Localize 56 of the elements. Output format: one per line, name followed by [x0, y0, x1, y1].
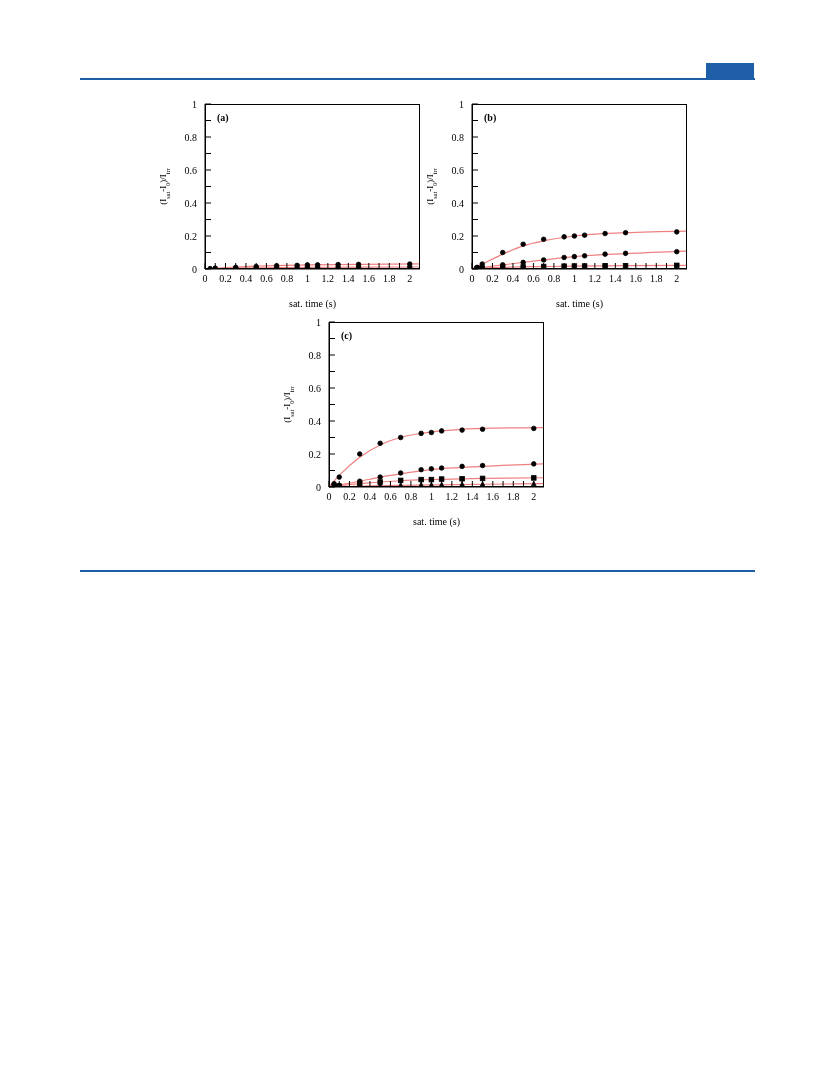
y-tick-label: 0.8: [451, 131, 464, 143]
y-tick-label: 0.6: [451, 164, 464, 176]
x-tick-label: 2: [674, 273, 680, 285]
x-tick-label: 1.8: [383, 273, 396, 285]
x-tick-label: 0.2: [219, 273, 232, 285]
x-axis-title: sat. time (s): [556, 298, 603, 310]
x-tick-label: 0.8: [404, 491, 418, 503]
x-tick-label: 0.4: [506, 273, 520, 285]
x-tick-label: 1.6: [486, 491, 500, 503]
y-tick-label: 1: [459, 98, 464, 110]
y-tick-label: 0.6: [184, 164, 197, 176]
y-tick-label: 1: [316, 316, 321, 328]
x-tick-label: 0: [326, 491, 332, 503]
y-tick-label: 0.4: [451, 197, 464, 209]
y-tick-label: 0.6: [308, 382, 321, 394]
y-tick-label: 0.4: [308, 415, 321, 427]
x-tick-label: 0.2: [486, 273, 499, 285]
y-tick-label: 0: [316, 481, 321, 493]
x-tick-label: 0: [202, 273, 208, 285]
x-tick-label: 0.4: [239, 273, 253, 285]
y-tick-label: 0.8: [308, 349, 321, 361]
y-tick-label: 0.2: [184, 230, 197, 242]
x-tick-label: 1.2: [588, 273, 602, 285]
x-tick-label: 1: [428, 491, 434, 503]
x-tick-label: 1.2: [445, 491, 459, 503]
text: (c): [341, 330, 353, 341]
x-tick-label: 0.6: [384, 491, 397, 503]
x-tick-label: 0: [469, 273, 475, 285]
x-tick-label: 1.4: [609, 273, 622, 285]
y-tick-label: 0.2: [308, 448, 321, 460]
x-tick-label: 2: [407, 273, 413, 285]
x-tick-label: 1.8: [507, 491, 520, 503]
y-tick-label: 1: [192, 98, 197, 110]
x-tick-label: 1.6: [629, 273, 643, 285]
x-tick-label: 0.6: [260, 273, 273, 285]
text: (a): [217, 112, 229, 123]
x-tick-label: 0.4: [363, 491, 377, 503]
y-tick-label: 0.2: [451, 230, 464, 242]
text: (b): [484, 112, 497, 123]
x-tick-label: 1.6: [362, 273, 376, 285]
x-tick-label: 1.8: [650, 273, 663, 285]
x-tick-label: 0.8: [280, 273, 294, 285]
y-tick-label: 0.4: [184, 197, 197, 209]
x-tick-label: 0.2: [343, 491, 356, 503]
x-tick-label: 1.2: [321, 273, 335, 285]
x-tick-label: 1: [571, 273, 577, 285]
y-tick-label: 0: [192, 263, 197, 275]
x-tick-label: 1.4: [342, 273, 355, 285]
x-axis-title: sat. time (s): [413, 516, 460, 528]
x-tick-label: 2: [531, 491, 537, 503]
x-axis-title: sat. time (s): [289, 298, 336, 310]
x-tick-label: 0.8: [547, 273, 561, 285]
y-tick-label: 0.8: [184, 131, 197, 143]
x-tick-label: 1.4: [466, 491, 479, 503]
x-tick-label: 0.6: [527, 273, 540, 285]
y-tick-label: 0: [459, 263, 464, 275]
